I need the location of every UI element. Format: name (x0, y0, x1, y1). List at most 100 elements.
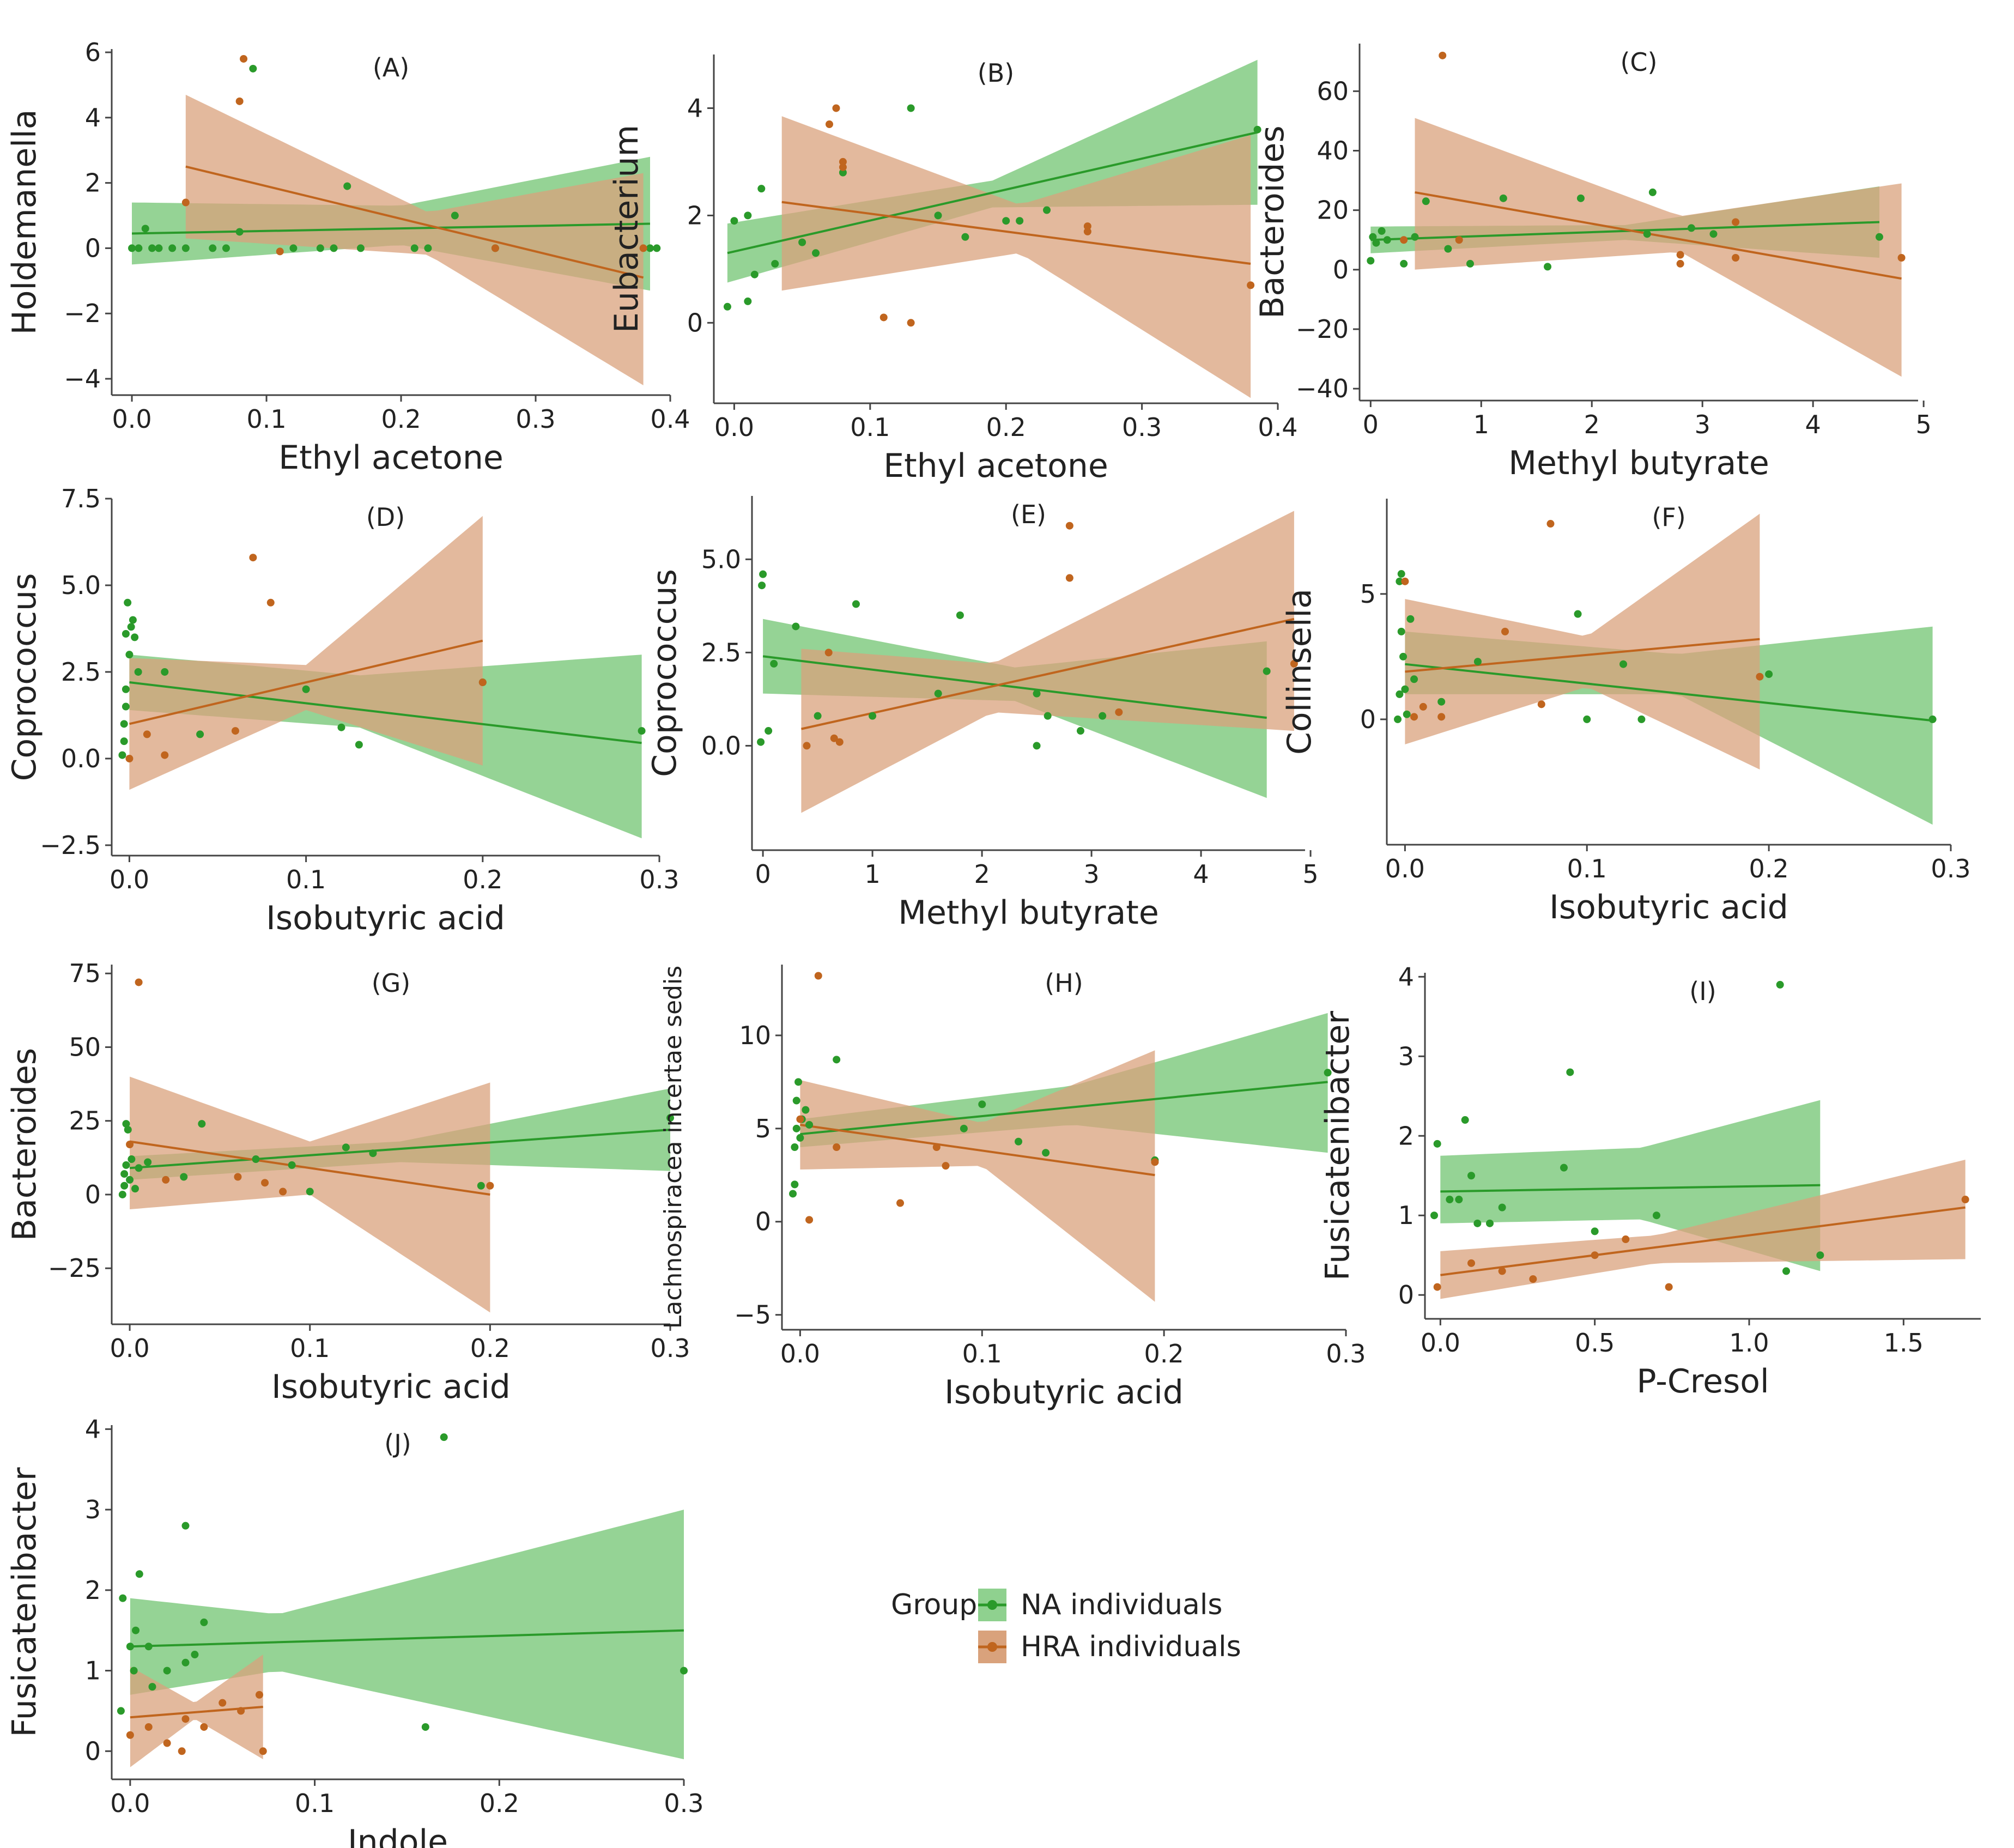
data-point-na-b (1002, 217, 1010, 225)
data-point-na-h (789, 1190, 797, 1198)
data-point-na-d (355, 741, 363, 749)
data-point-na-e (869, 712, 877, 720)
data-point-na-g (122, 1120, 130, 1128)
confidence-band-hra-d (129, 516, 483, 790)
data-point-hra-e (1115, 708, 1123, 716)
panel-label-j: (J) (384, 1429, 411, 1458)
fit-line-na-h (800, 1081, 1328, 1136)
x-tick-label-d: 0.0 (110, 865, 149, 894)
data-point-na-i (1446, 1196, 1454, 1204)
y-tick-label-f: 5 (1360, 579, 1376, 609)
x-axis-title-j: Indole (348, 1823, 448, 1848)
data-point-hra-i (1433, 1283, 1441, 1291)
legend: Group NA individuals HRA individuals (891, 1589, 1241, 1663)
data-point-na-e (757, 738, 765, 746)
data-point-na-a (141, 225, 149, 233)
x-tick-label-d: 0.2 (463, 865, 502, 894)
data-point-na-j (144, 1643, 153, 1651)
data-point-na-g (128, 1155, 136, 1164)
panel-a: 0.0 0.1 0.2 0.3 0.4 −4 −2 0 2 4 6 (A) Ethyl acetone H… (5, 38, 690, 477)
x-tick-label-e: 3 (1083, 859, 1099, 889)
y-axis-title-j: Fusicatenibacter (5, 1467, 44, 1737)
y-tick-label-i: 4 (1398, 962, 1414, 991)
data-point-hra-a (181, 198, 190, 207)
x-tick-label-g: 0.0 (110, 1334, 149, 1363)
x-axis-title-b: Ethyl acetone (883, 447, 1108, 485)
confidence-band-hra-e (801, 511, 1294, 813)
data-point-na-h (833, 1056, 841, 1064)
data-point-na-i (1566, 1068, 1574, 1076)
y-tick-label-g: 75 (69, 959, 101, 988)
y-tick-label-e: 2.5 (701, 638, 741, 667)
data-point-hra-j (144, 1723, 153, 1731)
y-tick-label-f: 0 (1360, 705, 1376, 734)
data-point-hra-h (932, 1143, 941, 1151)
confidence-band-hra-h (800, 1050, 1155, 1302)
data-point-hra-g (261, 1179, 269, 1187)
x-tick-label-e: 4 (1193, 859, 1209, 889)
x-tick-label-c: 0 (1363, 410, 1379, 439)
panel-g: 0.0 0.1 0.2 0.3 −25 0 25 50 75 (G) Isobutyric acid… (5, 959, 690, 1406)
data-point-hra-c (1455, 236, 1463, 244)
data-point-na-g (369, 1149, 377, 1158)
data-point-na-e (1033, 742, 1041, 750)
panel-label-a: (A) (373, 53, 409, 82)
x-tick-label-a: 0.4 (650, 404, 690, 434)
data-point-na-c (1499, 194, 1507, 202)
x-tick-label-i: 1.0 (1729, 1328, 1769, 1358)
data-point-hra-c (1400, 236, 1408, 244)
data-point-na-c (1709, 230, 1718, 238)
data-point-na-f (1437, 698, 1446, 706)
data-point-na-a (209, 244, 217, 252)
data-point-na-f (1765, 670, 1773, 678)
data-point-na-b (744, 297, 752, 305)
data-point-hra-e (1065, 574, 1073, 582)
legend-dot-na (987, 1600, 997, 1610)
data-point-na-i (1498, 1203, 1506, 1211)
data-point-hra-h (796, 1115, 804, 1123)
legend-label-na: NA individuals (1021, 1589, 1222, 1621)
data-point-hra-a (276, 247, 284, 256)
data-point-na-d (118, 751, 126, 759)
data-point-na-j (680, 1667, 688, 1675)
data-point-na-e (758, 581, 766, 590)
data-point-na-d (302, 685, 310, 693)
data-point-na-a (249, 64, 257, 72)
data-point-na-h (1042, 1149, 1050, 1157)
data-point-na-d (134, 668, 142, 676)
x-tick-label-i: 1.5 (1884, 1328, 1924, 1358)
data-point-na-b (798, 238, 806, 246)
y-axis-title-f: Collinsella (1281, 589, 1319, 755)
data-point-hra-g (279, 1187, 287, 1196)
fit-line-hra-c (1415, 191, 1902, 280)
data-point-na-g (118, 1190, 126, 1198)
data-point-hra-d (161, 751, 169, 759)
y-tick-label-h: −5 (734, 1300, 771, 1330)
data-point-na-a (424, 244, 432, 252)
data-point-hra-a (491, 244, 499, 252)
data-point-na-d (122, 702, 130, 711)
data-point-na-a (451, 211, 459, 220)
data-point-hra-c (1439, 51, 1447, 59)
fit-line-na-a (132, 222, 650, 235)
data-point-hra-b (1083, 227, 1091, 235)
panel-b: 0.0 0.1 0.2 0.3 0.4 0 2 4 (B) Ethyl acetone Eubact… (608, 54, 1298, 485)
y-tick-label-c: 40 (1317, 136, 1349, 166)
panel-label-f: (F) (1652, 502, 1685, 532)
data-point-na-d (131, 633, 139, 641)
y-tick-label-h: 5 (755, 1114, 771, 1143)
data-point-hra-d (125, 754, 134, 762)
data-point-na-g (198, 1120, 206, 1128)
data-point-na-d (122, 685, 130, 693)
data-point-hra-j (237, 1707, 245, 1715)
x-tick-label-f: 0.2 (1749, 854, 1789, 883)
y-axis-title-h: Lachnospiracea incertae sedis (659, 966, 687, 1329)
y-tick-label-c: 0 (1333, 255, 1349, 284)
data-point-na-j (163, 1667, 171, 1675)
data-point-hra-c (1676, 259, 1684, 268)
y-axis-title-e: Coprococcus (646, 569, 684, 777)
data-point-na-c (1875, 233, 1883, 241)
data-point-na-i (1467, 1172, 1475, 1180)
y-tick-label-g: 50 (69, 1032, 101, 1062)
x-tick-label-d: 0.1 (286, 865, 326, 894)
